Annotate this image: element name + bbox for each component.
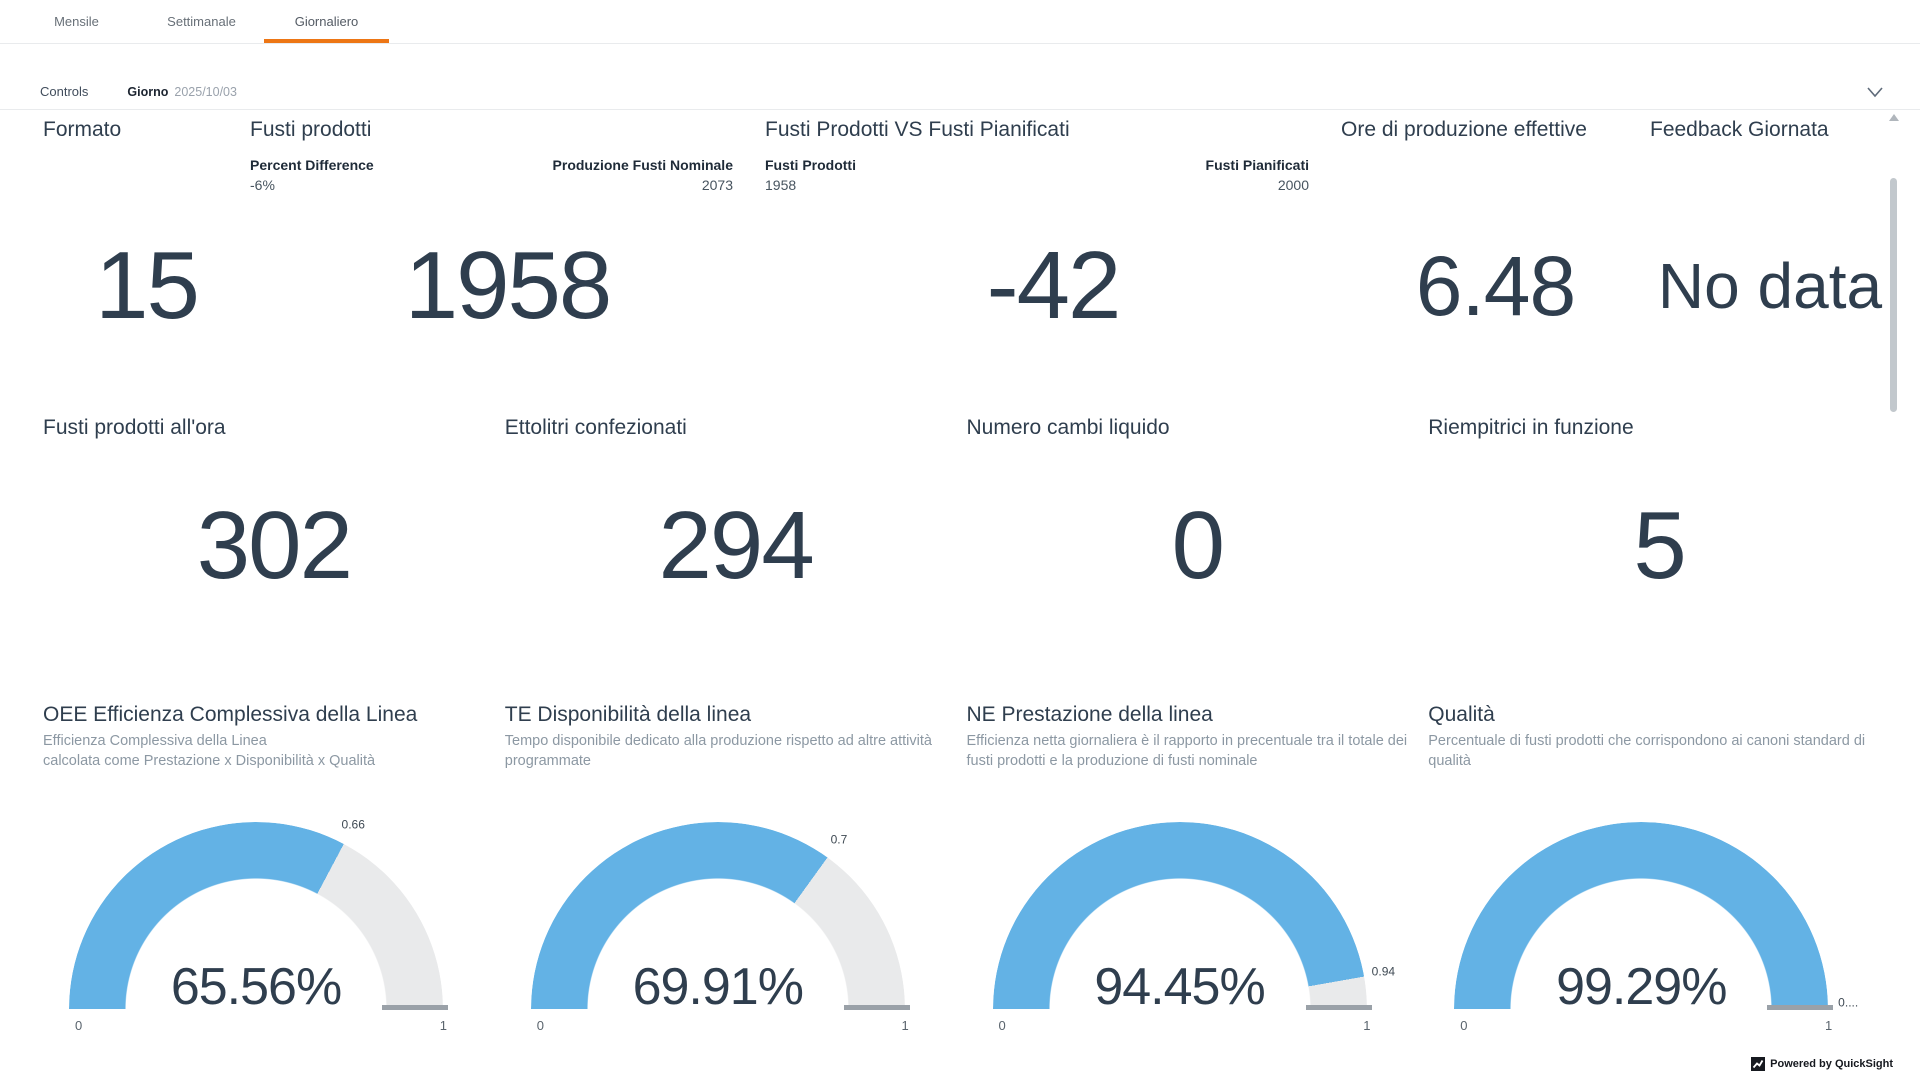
gauge-description: Efficienza netta giornaliera è il rappor… [966, 733, 1408, 769]
gauge-axis-max: 1 [901, 1018, 909, 1033]
gauge-chart-oee[interactable]: 65.56% 0.66 0 1 [69, 818, 448, 1033]
sub-kpi-label: Fusti Pianificati [1205, 157, 1309, 173]
sub-kpi-produzione-nominale: Produzione Fusti Nominale 2073 [553, 156, 765, 214]
kpi-card-fusti-ora: Fusti prodotti all'ora 302 [43, 414, 505, 621]
kpi-card-feedback-giornata: Feedback Giornata No data [1650, 116, 1890, 356]
sub-kpi-label: Percent Difference [250, 157, 374, 173]
kpi-value: 5 [1633, 492, 1686, 599]
chevron-down-icon[interactable] [1866, 85, 1884, 99]
gauge-arc [992, 822, 1367, 1009]
sub-kpi-value: -6% [250, 177, 275, 193]
tab-giornaliero[interactable]: Giornaliero [264, 0, 389, 43]
kpi-card-fusti-prodotti: Fusti prodotti Percent Difference -6% Pr… [250, 116, 765, 356]
gauge-value-label: 0.66 [341, 817, 365, 832]
gauge-axis-min: 0 [75, 1018, 83, 1033]
sub-kpi-value: 2000 [1277, 177, 1309, 193]
gauge-value-label: 0.7 [830, 832, 848, 847]
sub-kpi-value: 2073 [701, 177, 733, 193]
kpi-no-data: No data [1657, 250, 1883, 322]
kpi-value: 302 [196, 492, 353, 599]
kpi-card-riempitrici: Riempitrici in funzione 5 [1428, 414, 1890, 621]
date-filter-name: Giorno [127, 85, 169, 99]
kpi-title: Formato [43, 118, 122, 141]
gauge-card-ne: NE Prestazione della linea Efficienza ne… [966, 701, 1429, 1033]
date-filter-value[interactable]: 2025/10/03 [174, 85, 237, 99]
gauge-value-label: 0.94 [1371, 964, 1396, 979]
sub-kpi-percent-difference: Percent Difference -6% [250, 156, 374, 214]
tab-settimanale[interactable]: Settimanale [167, 14, 236, 29]
gauge-description: Efficienza Complessiva della Linea calco… [43, 733, 376, 769]
gauge-chart-ne[interactable]: 94.45% 0.94 0 1 [992, 822, 1395, 1033]
kpi-card-cambi-liquido: Numero cambi liquido 0 [967, 414, 1429, 621]
gauge-card-oee: OEE Efficienza Complessiva della Linea E… [43, 701, 505, 1033]
gauge-axis-min: 0 [998, 1018, 1006, 1033]
kpi-title: Riempitrici in funzione [1428, 416, 1634, 439]
kpi-title: Feedback Giornata [1650, 118, 1829, 141]
kpi-title: Ore di produzione effettive [1341, 118, 1587, 141]
sub-kpi-value: 1958 [765, 177, 797, 193]
scrollbar-up-arrow[interactable] [1889, 114, 1899, 121]
kpi-card-ore-produzione: Ore di produzione effettive 6.48 [1341, 116, 1650, 356]
gauge-chart-te[interactable]: 69.91% 0.7 0 1 [530, 822, 910, 1033]
kpi-card-prodotti-vs-pianificati: Fusti Prodotti VS Fusti Pianificati Fust… [765, 116, 1341, 356]
gauge-card-qualita: Qualità Percentuale di fusti prodotti ch… [1428, 701, 1890, 1033]
kpi-title: Fusti prodotti [250, 118, 372, 141]
controls-bar: Controls Giorno 2025/10/03 [0, 44, 1920, 110]
gauge-axis-min: 0 [1460, 1018, 1468, 1033]
gauge-chart-qualita[interactable]: 99.29% 0.... 0 1 [1454, 822, 1858, 1033]
gauge-value: 65.56% [170, 958, 342, 1016]
gauge-arc [69, 822, 443, 1009]
gauge-axis-max: 1 [1825, 1018, 1833, 1033]
powered-by-quicksight: Powered by QuickSight [1751, 1057, 1893, 1071]
quicksight-logo-icon [1751, 1057, 1766, 1071]
kpi-title: Ettolitri confezionati [504, 416, 687, 439]
kpi-row-1: Formato 15 Fusti prodotti Percent Differ… [0, 116, 1920, 356]
kpi-card-ettolitri: Ettolitri confezionati 294 [505, 414, 967, 621]
kpi-value: 294 [658, 492, 815, 599]
kpi-value: 0 [1171, 492, 1225, 599]
gauge-title: OEE Efficienza Complessiva della Linea [43, 703, 418, 726]
kpi-value: 6.48 [1415, 238, 1576, 333]
gauge-title: Qualità [1428, 703, 1495, 726]
kpi-row-2: Fusti prodotti all'ora 302 Ettolitri con… [0, 414, 1920, 621]
gauge-target-tick [1767, 1005, 1834, 1010]
gauge-axis-max: 1 [439, 1018, 447, 1033]
scrollbar-thumb[interactable] [1890, 178, 1897, 412]
gauge-target-tick [843, 1005, 910, 1010]
tab-bar: Mensile Settimanale Giornaliero [0, 0, 1920, 44]
powered-by-text: Powered by QuickSight [1770, 1058, 1893, 1070]
gauge-axis-min: 0 [536, 1018, 544, 1033]
gauge-card-te: TE Disponibilità della linea Tempo dispo… [504, 701, 967, 1033]
kpi-card-formato: Formato 15 [43, 116, 250, 356]
kpi-value: 15 [95, 232, 200, 339]
sub-kpi-fusti-prodotti: Fusti Prodotti 1958 [765, 156, 856, 214]
gauge-description: Tempo disponibile dedicato alla produzio… [504, 733, 932, 769]
kpi-title: Fusti Prodotti VS Fusti Pianificati [765, 118, 1070, 141]
sub-kpi-label: Produzione Fusti Nominale [552, 157, 733, 173]
gauge-target-tick [1305, 1005, 1372, 1010]
gauge-arc [1454, 822, 1829, 1009]
gauge-description: Percentuale di fusti prodotti che corris… [1428, 733, 1866, 769]
gauge-title: NE Prestazione della linea [966, 703, 1213, 726]
gauge-value: 94.45% [1094, 958, 1265, 1016]
gauge-axis-max: 1 [1363, 1018, 1371, 1033]
kpi-title: Numero cambi liquido [966, 416, 1170, 439]
controls-label: Controls [40, 84, 89, 99]
kpi-value: -42 [986, 232, 1122, 339]
gauge-row: OEE Efficienza Complessiva della Linea E… [0, 701, 1920, 1033]
date-filter-control[interactable]: Giorno 2025/10/03 [127, 85, 237, 99]
kpi-value: 1958 [404, 232, 613, 339]
gauge-value: 69.91% [632, 958, 804, 1016]
sub-kpi-label: Fusti Prodotti [765, 157, 856, 173]
gauge-value-label: 0.... [1838, 995, 1859, 1010]
gauge-target-tick [382, 1005, 448, 1010]
gauge-value: 99.29% [1556, 958, 1727, 1016]
sub-kpi-fusti-pianificati: Fusti Pianificati 2000 [1206, 156, 1341, 214]
tab-mensile[interactable]: Mensile [54, 14, 99, 29]
kpi-title: Fusti prodotti all'ora [43, 416, 226, 439]
gauge-arc [530, 822, 905, 1009]
gauge-title: TE Disponibilità della linea [504, 703, 752, 726]
